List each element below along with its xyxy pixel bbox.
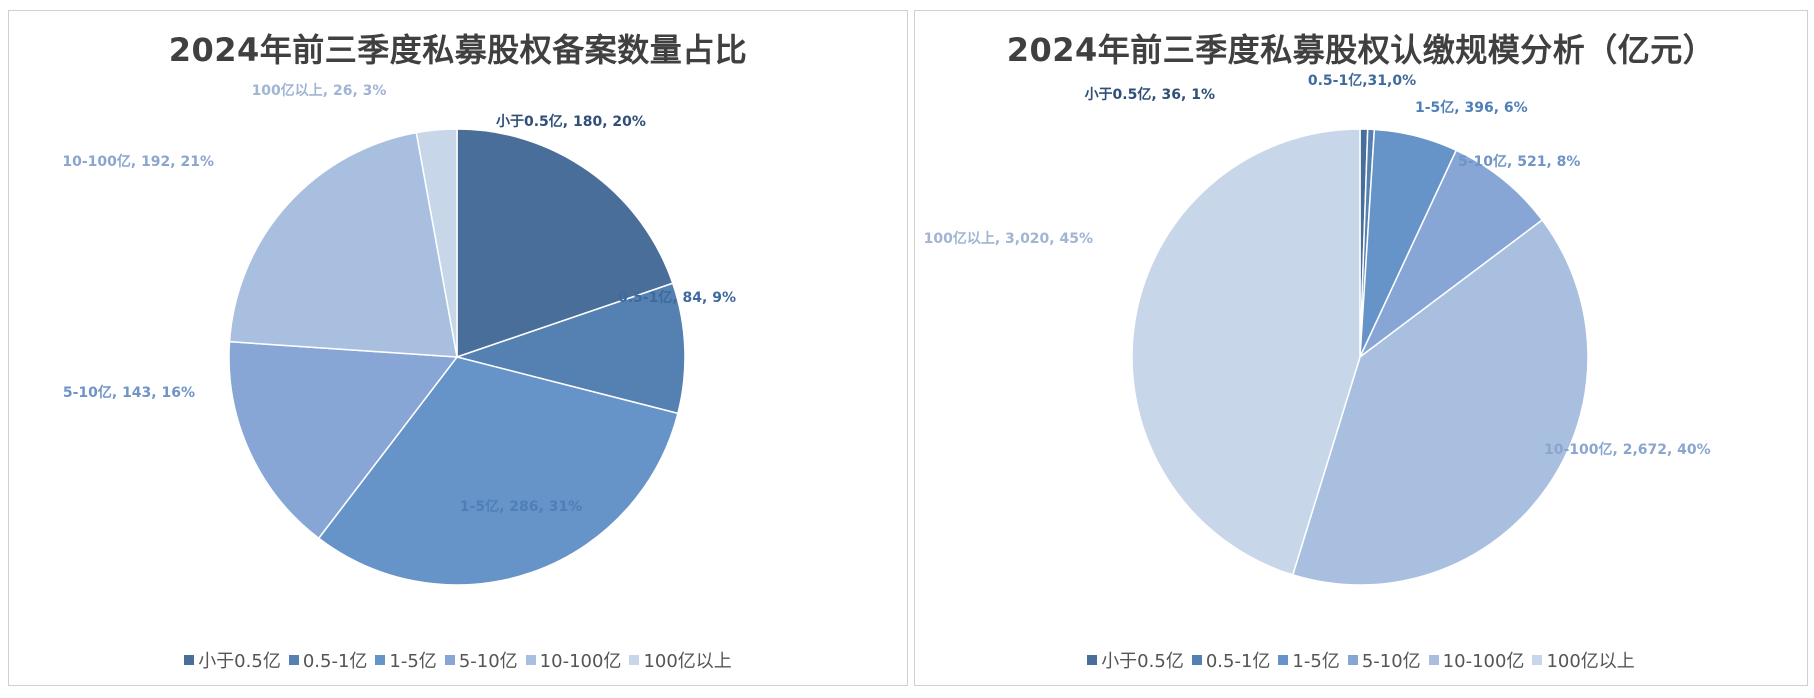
data-label-6: 100亿以上, 26, 3%: [252, 82, 387, 99]
legend-label: 100亿以上: [643, 651, 732, 672]
legend-item: 0.5-1亿: [288, 647, 368, 673]
legend: 小于0.5亿 0.5-1亿 1-5亿 5-10亿 10-100亿 100亿以上: [9, 647, 907, 673]
legend-item: 10-100亿: [525, 647, 622, 673]
data-label-4: 5-10亿, 521, 8%: [1458, 153, 1580, 170]
pie-slice-4: [1359, 149, 1544, 358]
legend-label: 0.5-1亿: [302, 651, 368, 672]
pie-slice-5: [228, 131, 458, 358]
legend-item: 0.5-1亿: [1191, 647, 1271, 673]
data-label-1: 小于0.5亿, 36, 1%: [1085, 86, 1215, 103]
legend-item: 5-10亿: [444, 647, 518, 673]
data-label-2: 0.5-1亿,31,0%: [1308, 72, 1416, 89]
data-label-1: 小于0.5亿, 180, 20%: [496, 113, 646, 130]
chart-panel-subscription: 2024年前三季度私募股权认缴规模分析（亿元） 小于0.5亿, 36, 1% 0.…: [914, 10, 1808, 686]
data-label-2: 0.5-1亿, 84, 9%: [618, 289, 736, 306]
legend-swatch: [1347, 655, 1358, 665]
pie-slice-6: [415, 128, 458, 358]
data-label-5: 10-100亿, 2,672, 40%: [1544, 441, 1711, 458]
legend-label: 1-5亿: [389, 651, 437, 672]
pie-slice-3: [317, 356, 679, 586]
legend-label: 5-10亿: [458, 651, 518, 672]
legend-swatch: [629, 655, 640, 665]
legend-label: 1-5亿: [1292, 651, 1340, 672]
legend-swatch: [288, 655, 299, 665]
chart-panel-count: 2024年前三季度私募股权备案数量占比 小于0.5亿, 180, 20% 0.5-…: [8, 10, 908, 686]
legend-item: 1-5亿: [375, 647, 437, 673]
legend-swatch: [1532, 655, 1543, 665]
pie-slice-5: [1291, 218, 1589, 586]
legend-swatch: [1087, 655, 1098, 665]
pie-slice-1: [456, 128, 674, 359]
legend-swatch: [1428, 655, 1439, 665]
chart-title: 2024年前三季度私募股权备案数量占比: [168, 31, 748, 69]
data-label-6: 100亿以上, 3,020, 45%: [924, 230, 1093, 247]
pie-chart-count: 小于0.5亿, 180, 20% 0.5-1亿, 84, 9% 1-5亿, 286,…: [62, 82, 736, 586]
legend-item: 100亿以上: [1532, 647, 1635, 673]
legend-label: 小于0.5亿: [198, 651, 281, 672]
legend-label: 10-100亿: [1442, 651, 1525, 672]
legend-item: 1-5亿: [1278, 647, 1340, 673]
legend-item: 10-100亿: [1428, 647, 1525, 673]
data-label-5: 10-100亿, 192, 21%: [62, 153, 214, 170]
legend-label: 小于0.5亿: [1101, 651, 1184, 672]
legend-swatch: [1191, 655, 1202, 665]
pie-slice-2: [454, 282, 686, 415]
pie-chart-subscription: 小于0.5亿, 36, 1% 0.5-1亿,31,0% 1-5亿, 396, 6% 5…: [924, 72, 1711, 586]
legend-swatch: [525, 655, 536, 665]
legend-item: 5-10亿: [1347, 647, 1421, 673]
pie-slice-4: [228, 340, 459, 540]
legend-label: 100亿以上: [1546, 651, 1635, 672]
legend-item: 小于0.5亿: [184, 647, 281, 673]
data-label-4: 5-10亿, 143, 16%: [63, 384, 195, 401]
legend-swatch: [184, 655, 195, 665]
legend-item: 小于0.5亿: [1087, 647, 1184, 673]
legend-swatch: [444, 655, 455, 665]
legend-item: 100亿以上: [629, 647, 732, 673]
legend-label: 5-10亿: [1361, 651, 1421, 672]
pie-slice-6: [1131, 128, 1361, 576]
data-label-3: 1-5亿, 396, 6%: [1415, 99, 1528, 116]
legend-swatch: [375, 655, 386, 665]
legend-swatch: [1278, 655, 1289, 665]
legend-label: 10-100亿: [539, 651, 622, 672]
legend: 小于0.5亿 0.5-1亿 1-5亿 5-10亿 10-100亿 100亿以上: [915, 647, 1807, 673]
legend-label: 0.5-1亿: [1205, 651, 1271, 672]
chart-title: 2024年前三季度私募股权认缴规模分析（亿元）: [1006, 31, 1716, 69]
data-label-3: 1-5亿, 286, 31%: [460, 498, 582, 515]
